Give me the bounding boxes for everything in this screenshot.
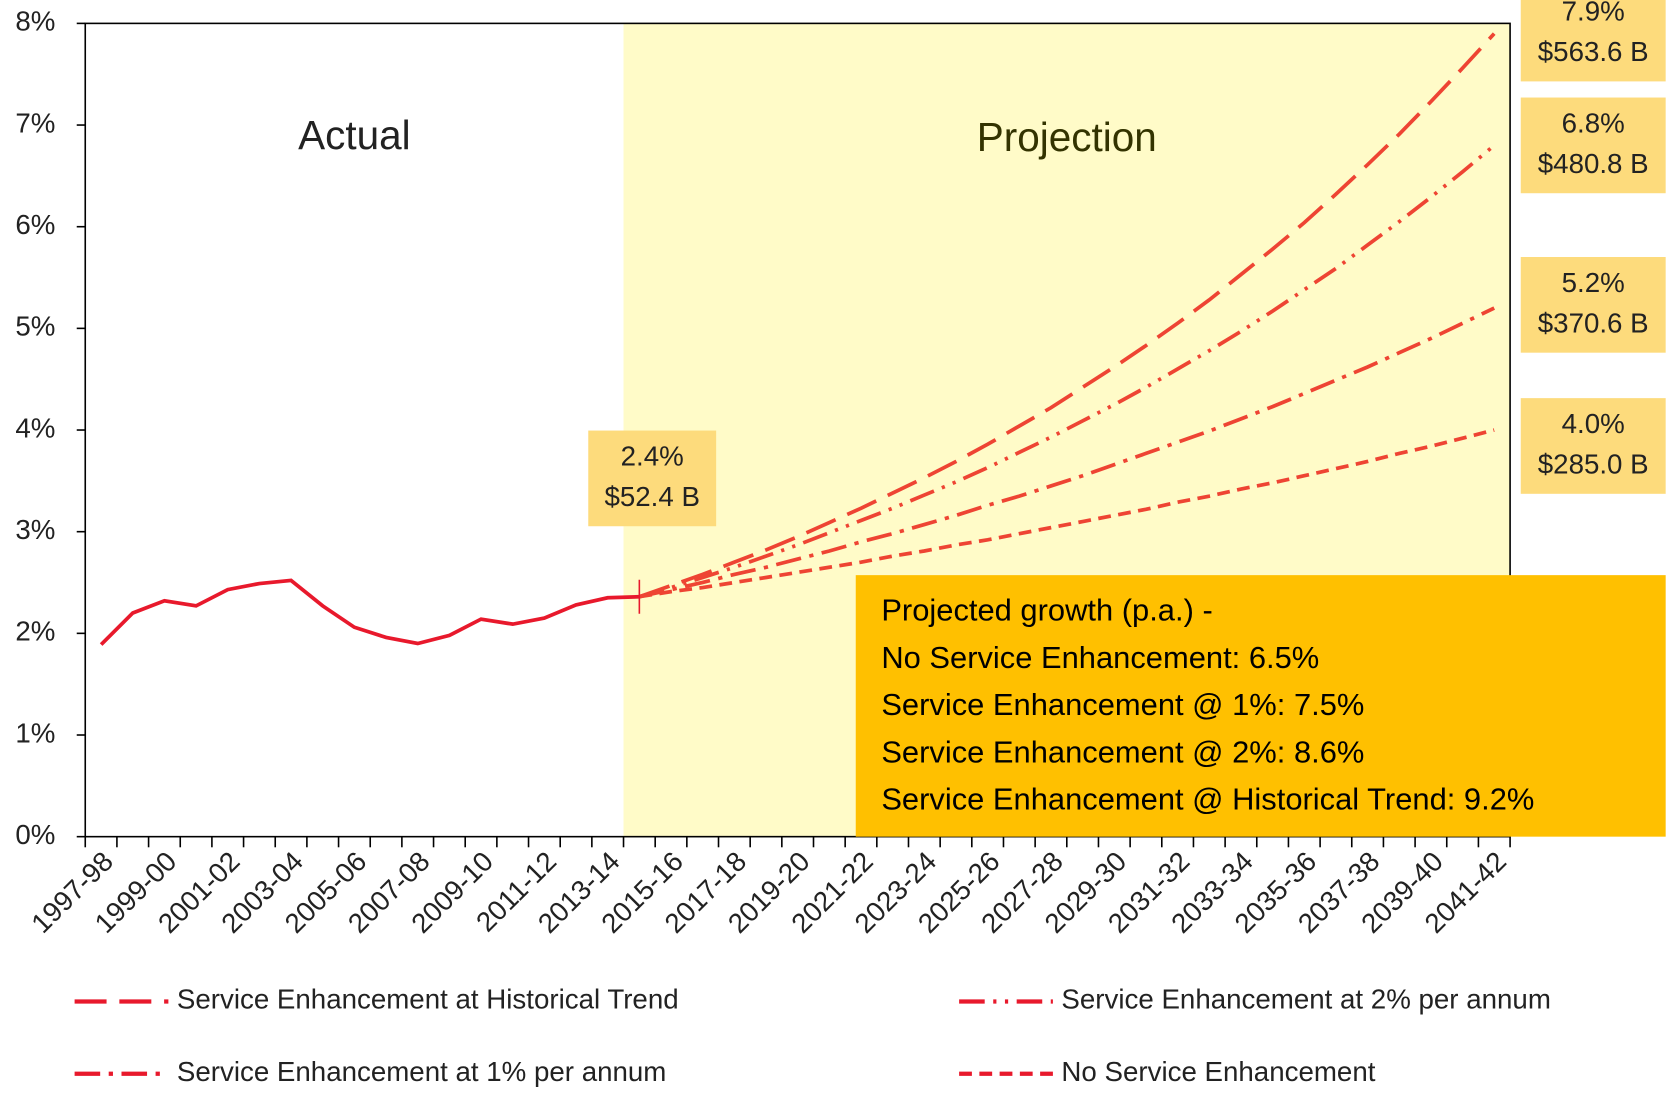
region-label: Actual [298, 112, 411, 158]
value-label: $52.4 B [604, 481, 699, 512]
note-text: Projected growth (p.a.) - [881, 593, 1212, 628]
label-box [1520, 398, 1666, 494]
y-tick-label: 0% [15, 819, 55, 850]
note-text: Service Enhancement @ Historical Trend: … [881, 782, 1534, 817]
y-tick-label: 4% [15, 412, 55, 443]
y-tick-label: 3% [15, 514, 55, 545]
series-line [638, 144, 1496, 599]
y-tick-label: 2% [15, 616, 55, 647]
series-line [639, 428, 1495, 599]
value-label: 2.4% [621, 441, 684, 472]
value-label: $563.6 B [1538, 36, 1649, 67]
series-line [99, 578, 640, 646]
label-box [588, 430, 717, 527]
region-label: Projection [977, 114, 1157, 160]
note-text: Service Enhancement @ 1%: 7.5% [881, 687, 1364, 722]
y-tick-label: 6% [15, 209, 55, 240]
y-tick-label: 1% [15, 717, 55, 748]
legend-label: No Service Enhancement [1061, 1056, 1375, 1087]
note-text: Service Enhancement @ 2%: 8.6% [881, 734, 1364, 769]
y-tick-label: 7% [15, 107, 55, 138]
value-label: $285.0 B [1538, 449, 1649, 480]
value-label: $370.6 B [1538, 307, 1649, 338]
label-box [1520, 97, 1666, 194]
value-label: $480.8 B [1538, 148, 1649, 179]
value-label: 5.2% [1562, 267, 1625, 298]
legend-label: Service Enhancement at 1% per annum [177, 1056, 666, 1087]
label-box [1520, 0, 1666, 82]
series-line [638, 306, 1496, 599]
series-line [638, 32, 1496, 599]
value-label: 6.8% [1562, 108, 1625, 139]
value-label: 7.9% [1562, 0, 1625, 27]
value-label: 4.0% [1562, 408, 1625, 439]
legend-label: Service Enhancement at 2% per annum [1061, 984, 1550, 1015]
legend-label: Service Enhancement at Historical Trend [177, 984, 679, 1015]
label-box [1520, 257, 1666, 353]
y-tick-label: 8% [15, 6, 55, 37]
note-box [855, 575, 1666, 837]
y-tick-label: 5% [15, 311, 55, 342]
note-text: No Service Enhancement: 6.5% [881, 640, 1319, 675]
